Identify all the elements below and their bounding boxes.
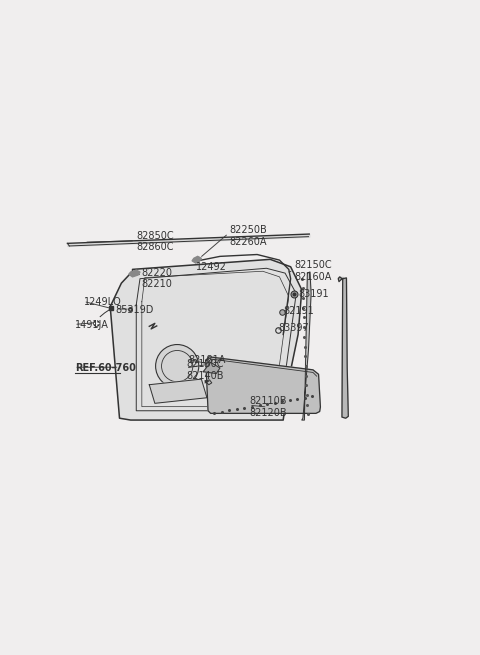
Text: 1249LQ: 1249LQ <box>84 297 122 307</box>
Polygon shape <box>338 277 343 280</box>
Text: REF.60-760: REF.60-760 <box>75 363 136 373</box>
Text: 82250B
82260A: 82250B 82260A <box>229 225 267 247</box>
Text: 12492: 12492 <box>196 262 227 272</box>
Text: 83397: 83397 <box>279 323 310 333</box>
Circle shape <box>156 345 199 388</box>
Polygon shape <box>206 357 321 413</box>
Text: 82220
82210: 82220 82210 <box>142 268 173 290</box>
Text: 1491JA: 1491JA <box>75 320 109 330</box>
Text: 82150C
82160A: 82150C 82160A <box>294 261 332 282</box>
Polygon shape <box>129 270 140 277</box>
Polygon shape <box>203 362 220 373</box>
Polygon shape <box>110 259 302 420</box>
Text: 82130C
82140B: 82130C 82140B <box>186 359 224 381</box>
Text: 83191: 83191 <box>298 289 329 299</box>
Text: 82191: 82191 <box>283 306 314 316</box>
Polygon shape <box>342 278 348 418</box>
Polygon shape <box>149 379 207 403</box>
Polygon shape <box>302 272 311 420</box>
Text: 85319D: 85319D <box>116 305 154 314</box>
Polygon shape <box>192 256 202 263</box>
Text: 82181A: 82181A <box>188 355 226 365</box>
Text: 82110B
82120B: 82110B 82120B <box>250 396 288 418</box>
Text: 82850C
82860C: 82850C 82860C <box>136 231 174 252</box>
